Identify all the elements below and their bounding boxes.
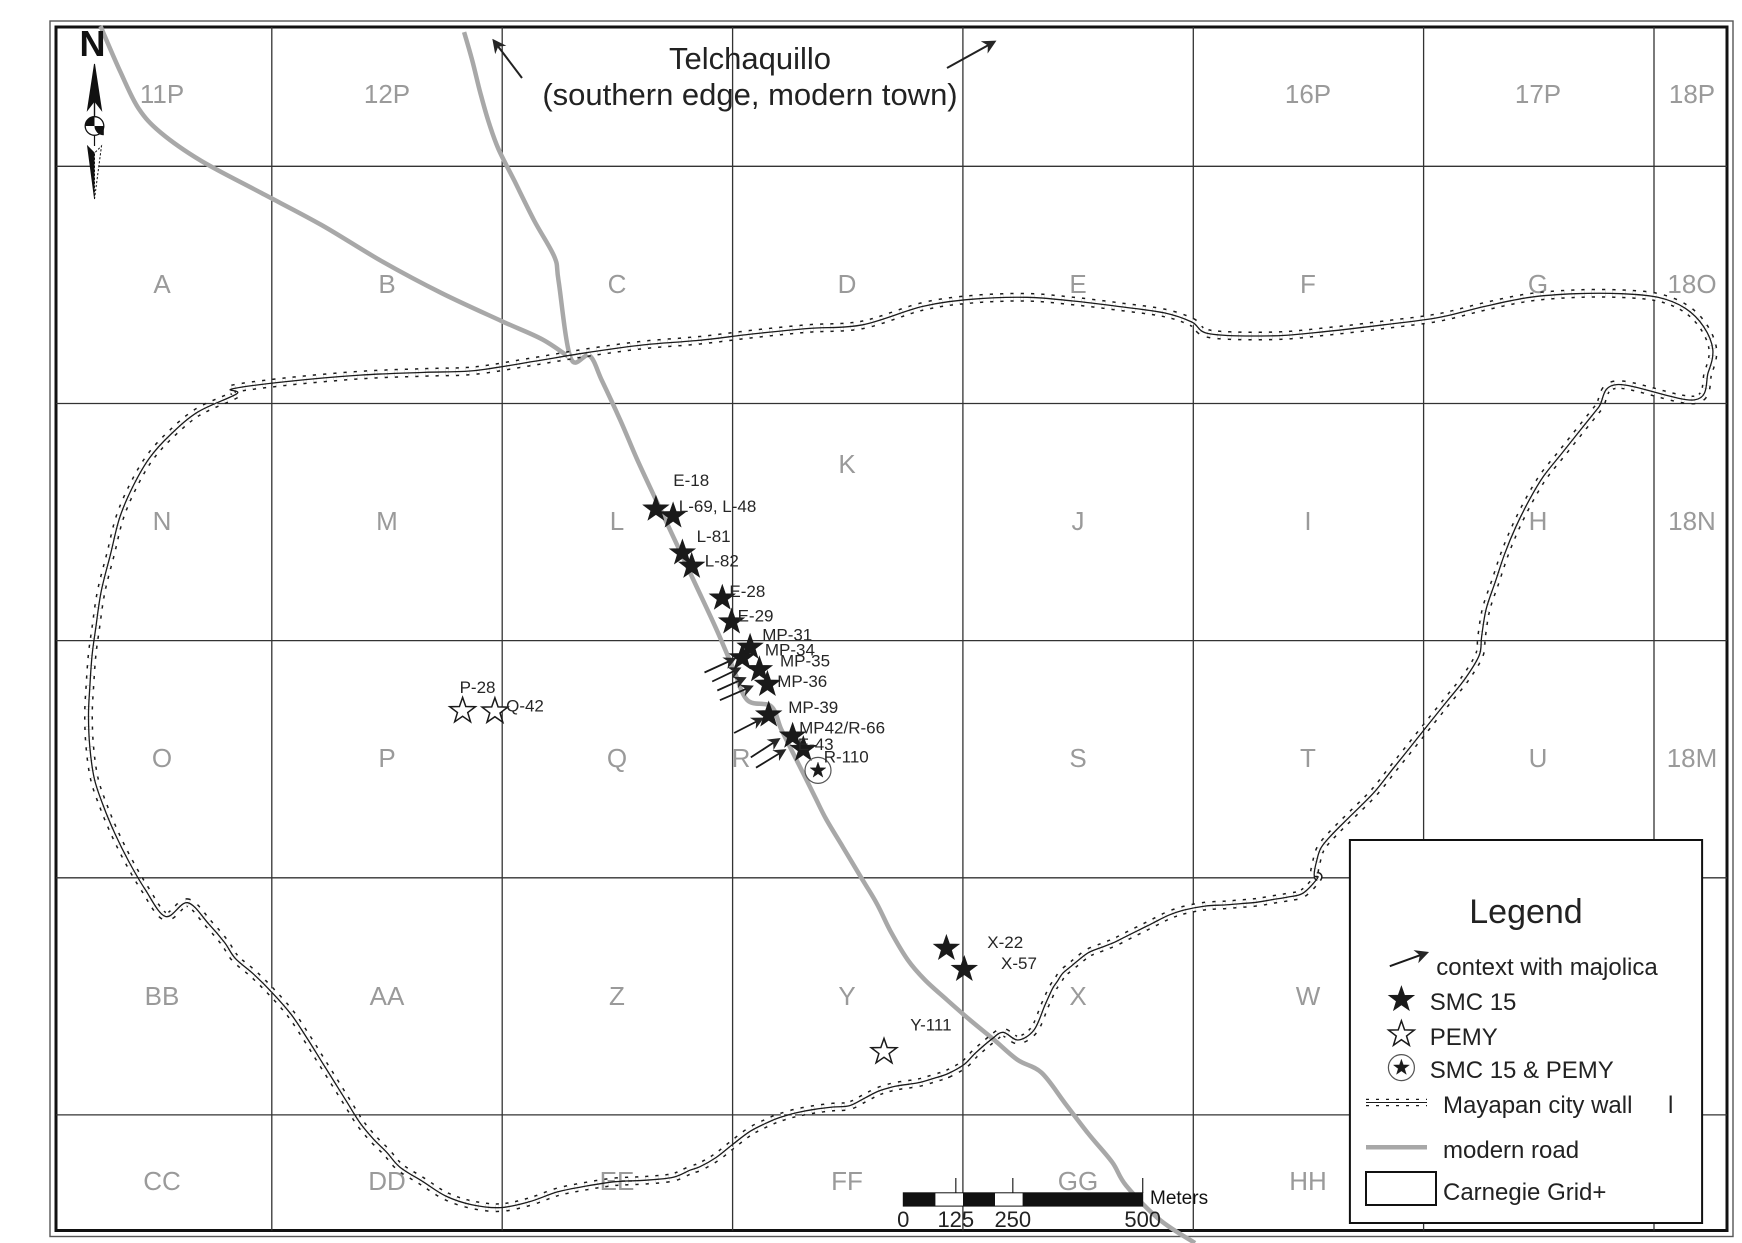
svg-text:X-57: X-57 [1001, 954, 1037, 973]
svg-text:I: I [1304, 506, 1311, 536]
svg-text:R: R [732, 743, 751, 773]
svg-text:18M: 18M [1667, 743, 1718, 773]
svg-text:T: T [1300, 743, 1316, 773]
svg-text:L-69, L-48: L-69, L-48 [679, 497, 757, 516]
svg-text:Q-42: Q-42 [506, 696, 544, 715]
svg-text:18P: 18P [1669, 79, 1715, 109]
svg-text:P-28: P-28 [460, 678, 496, 697]
svg-text:H: H [1529, 506, 1548, 536]
svg-text:DD: DD [368, 1166, 406, 1196]
svg-text:B: B [378, 269, 395, 299]
svg-text:P: P [378, 743, 395, 773]
svg-text:W: W [1296, 981, 1321, 1011]
svg-text:A: A [153, 269, 171, 299]
svg-text:Meters: Meters [1150, 1188, 1208, 1209]
svg-text:S: S [1069, 743, 1086, 773]
svg-text:MP-39: MP-39 [788, 698, 838, 717]
svg-text:Y: Y [838, 981, 855, 1011]
svg-text:X: X [1069, 981, 1086, 1011]
svg-text:F: F [1300, 269, 1316, 299]
svg-text:CC: CC [143, 1166, 181, 1196]
svg-text:D: D [838, 269, 857, 299]
svg-text:Y-111: Y-111 [910, 1015, 951, 1034]
svg-text:Mayapan city wall: Mayapan city wall [1443, 1092, 1632, 1119]
svg-text:L-81: L-81 [697, 527, 731, 546]
svg-text:E-18: E-18 [673, 471, 709, 490]
svg-text:125: 125 [937, 1207, 974, 1232]
svg-text:O: O [152, 743, 172, 773]
svg-text:FF: FF [831, 1166, 863, 1196]
svg-text:500: 500 [1124, 1207, 1161, 1232]
svg-text:L-82: L-82 [705, 552, 739, 571]
svg-text:X-22: X-22 [987, 933, 1023, 952]
svg-text:PEMY: PEMY [1430, 1024, 1498, 1051]
svg-text:BB: BB [145, 981, 180, 1011]
svg-text:N: N [153, 506, 172, 536]
svg-text:SMC 15: SMC 15 [1430, 989, 1517, 1016]
svg-text:SMC 15 & PEMY: SMC 15 & PEMY [1430, 1057, 1614, 1084]
svg-text:M: M [376, 506, 398, 536]
svg-text:250: 250 [994, 1207, 1031, 1232]
svg-text:E-28: E-28 [729, 582, 765, 601]
svg-text:MP-35: MP-35 [780, 652, 830, 671]
svg-text:context with majolica: context with majolica [1436, 954, 1658, 981]
svg-text:Telchaquillo: Telchaquillo [669, 41, 831, 76]
svg-text:17P: 17P [1515, 79, 1561, 109]
svg-text:E: E [1069, 269, 1086, 299]
svg-text:Q: Q [607, 743, 627, 773]
svg-text:0: 0 [897, 1207, 909, 1232]
svg-text:modern road: modern road [1443, 1137, 1579, 1164]
svg-text:GG: GG [1058, 1166, 1098, 1196]
svg-text:Legend: Legend [1469, 893, 1582, 931]
svg-text:(southern edge, modern town): (southern edge, modern town) [542, 77, 957, 112]
svg-text:18O: 18O [1667, 269, 1716, 299]
svg-text:MP-36: MP-36 [777, 672, 827, 691]
svg-text:16P: 16P [1285, 79, 1331, 109]
svg-text:L: L [610, 506, 624, 536]
svg-text:12P: 12P [364, 79, 410, 109]
svg-text:E-29: E-29 [738, 606, 774, 625]
svg-text:J: J [1072, 506, 1085, 536]
svg-text:HH: HH [1289, 1166, 1327, 1196]
svg-text:18N: 18N [1668, 506, 1716, 536]
svg-text:Carnegie Grid+: Carnegie Grid+ [1443, 1179, 1606, 1206]
svg-text:l: l [1668, 1092, 1673, 1119]
svg-text:N: N [80, 23, 106, 64]
svg-text:R-110: R-110 [824, 747, 869, 766]
svg-text:AA: AA [370, 981, 405, 1011]
svg-text:11P: 11P [140, 79, 184, 109]
svg-text:U: U [1529, 743, 1548, 773]
svg-text:C: C [608, 269, 627, 299]
svg-text:Z: Z [609, 981, 625, 1011]
svg-text:K: K [838, 449, 856, 479]
